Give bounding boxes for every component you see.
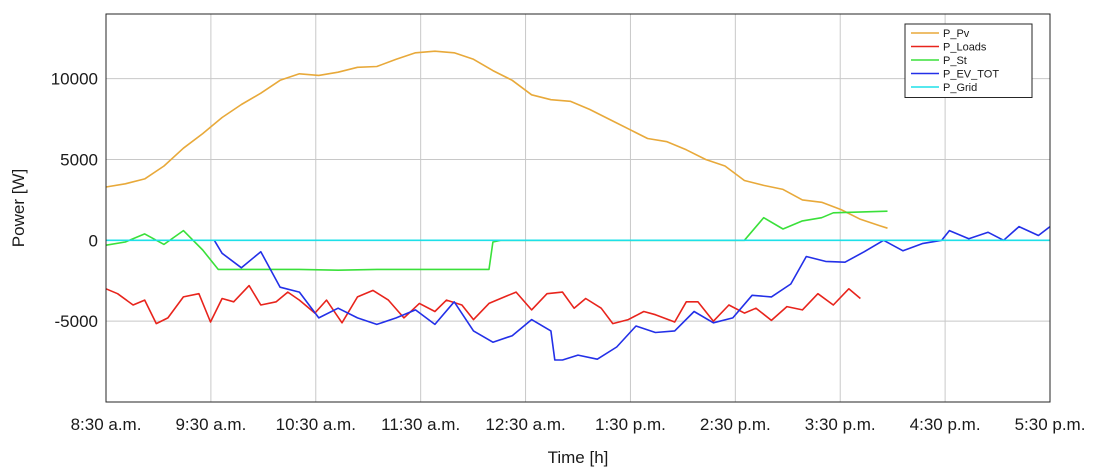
x-tick-labels: 8:30 a.m. 9:30 a.m. 10:30 a.m. 11:30 a.m. 12…	[71, 415, 1086, 434]
x-tick-label: 1:30 p.m.	[595, 415, 666, 434]
series-line-p-loads	[105, 284, 861, 325]
y-tick-label: 5000	[60, 151, 98, 170]
x-tick-label: 10:30 a.m.	[276, 415, 356, 434]
series-line-p-ev-tot	[213, 225, 1051, 361]
series-line-p-pv	[105, 50, 888, 229]
x-tick-label: 12:30 a.m.	[485, 415, 565, 434]
plot-frame	[105, 13, 1051, 403]
x-tick-label: 3:30 p.m.	[805, 415, 876, 434]
legend-label: P_St	[943, 55, 967, 67]
x-tick-label: 8:30 a.m.	[71, 415, 142, 434]
x-tick-label: 9:30 a.m.	[175, 415, 246, 434]
x-tick-label: 11:30 a.m.	[381, 415, 460, 434]
series-lines	[105, 50, 1051, 361]
series-line-p-st	[105, 210, 888, 271]
x-axis-label: Time [h]	[548, 448, 609, 467]
x-tick-label: 2:30 p.m.	[700, 415, 771, 434]
y-tick-label: 0	[89, 231, 98, 250]
y-tick-label: -5000	[55, 312, 98, 331]
legend-label: P_Pv	[943, 28, 970, 40]
x-tick-label: 4:30 p.m.	[910, 415, 981, 434]
y-tick-labels: 10000 5000 0 -5000	[51, 70, 98, 331]
y-axis-label: Power [W]	[9, 169, 28, 247]
x-tick-label: 5:30 p.m.	[1015, 415, 1086, 434]
legend-label: P_Grid	[943, 82, 977, 94]
y-tick-label: 10000	[51, 70, 98, 89]
legend-label: P_EV_TOT	[943, 69, 999, 81]
legend-label: P_Loads	[943, 42, 987, 54]
